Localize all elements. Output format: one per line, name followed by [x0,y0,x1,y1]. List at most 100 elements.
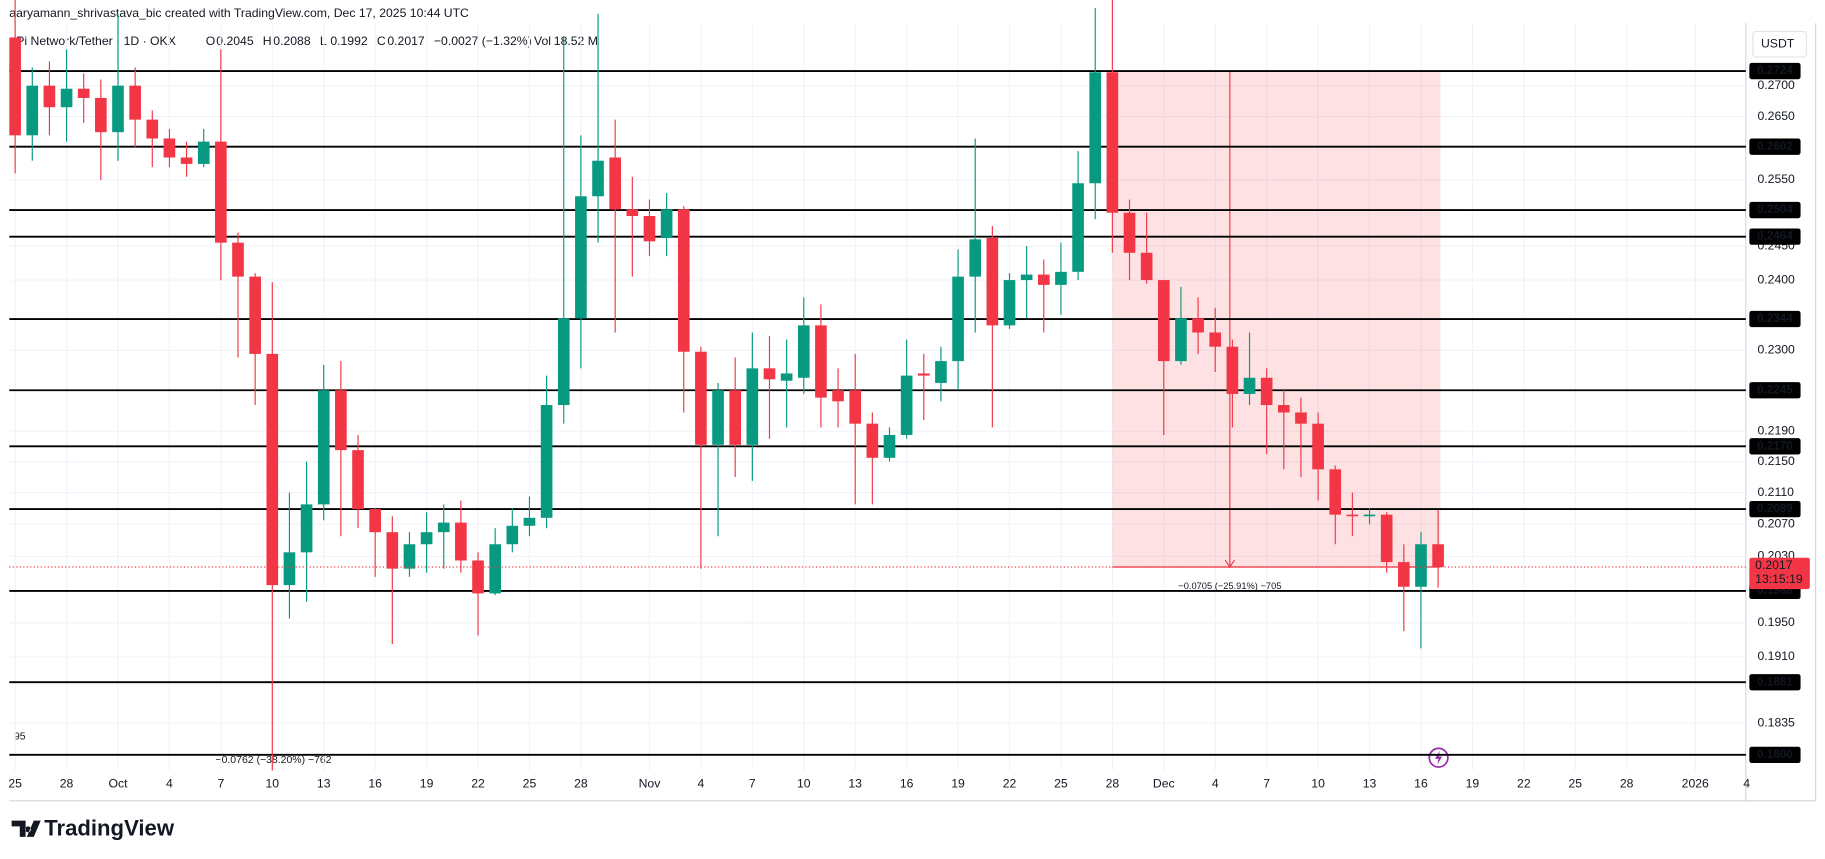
x-tick-label: 10 [797,777,811,791]
volume-key: Vol [534,34,551,48]
candle-body [60,88,73,108]
candle-body [986,237,999,326]
candle-body [1089,72,1102,184]
candle-body [1260,377,1273,406]
candle-body [369,509,381,533]
candle-body [43,85,56,108]
candle-body [557,318,570,406]
candle-body [1415,544,1427,587]
event-icon[interactable] [1428,747,1449,768]
candle-body [540,405,553,518]
x-tick-label: 13 [848,777,862,791]
candle-body [1055,271,1067,285]
candle-body [763,368,776,380]
candle-body [523,517,536,526]
x-tick-label: 28 [1620,777,1634,791]
y-tick-label: 0.2110 [1757,485,1794,499]
candle-body [746,368,759,445]
candle-body [163,138,176,158]
level-label: 0.2602 [1757,140,1793,153]
x-tick-label: 4 [1212,777,1219,791]
credit: aaryamann_shrivastava_bic created with T… [9,6,469,20]
candle-body [1175,318,1187,362]
candle-body [180,157,193,164]
y-tick-label: 0.2400 [1757,272,1795,286]
candle-body [609,157,622,210]
candle-body [489,544,501,594]
note: −0.0762 (−38.20%) −762 [215,755,331,766]
level-badge [1749,138,1801,155]
candle-body [506,525,519,545]
candle-body [712,390,724,445]
candle-body [815,325,827,398]
candle-body [917,373,930,376]
candle-body [1020,274,1033,281]
candle-body [112,85,124,133]
x-tick-label: Nov [639,777,662,791]
candle-body [900,375,913,435]
x-tick-label: 25 [523,777,537,791]
x-tick-label: 4 [1743,777,1750,791]
candle-body [1192,318,1204,333]
logo: TradingView [11,816,175,841]
level-badge [1749,500,1801,518]
candle-body [335,390,347,451]
candle-body [77,88,90,98]
ohlc-value: 0.2088 [273,34,311,48]
currency-button[interactable] [1752,30,1807,58]
x-tick-label: 10 [265,777,279,791]
ohlc-key: H [263,34,272,48]
ohlc-value: 0.2045 [216,34,254,48]
candle-body [95,97,107,133]
level-label: 0.2724 [1757,64,1793,77]
candle-body [1432,544,1444,568]
candle-body [1346,514,1359,517]
candle-body [780,373,793,381]
y-tick-label: 0.2070 [1757,516,1795,530]
candle-body [197,141,210,164]
candle-body [232,242,244,277]
ohlc-value: 0.2017 [387,34,425,48]
x-tick-label: 25 [1568,777,1582,791]
x-tick-label: 4 [166,777,173,791]
level-label: 0.2170 [1757,439,1793,452]
x-tick-label: 28 [60,777,74,791]
x-tick-label: 7 [749,777,756,791]
x-tick-label: 16 [368,777,382,791]
y-tick-label: 0.1910 [1757,649,1795,663]
y-tick-label: 0.1950 [1757,615,1795,629]
last-price-label: 0.2017 [1755,558,1793,572]
candle-body [300,504,313,553]
level-label: 0.2344 [1757,312,1793,325]
candle-body [1140,252,1153,281]
x-tick-label: 4 [698,777,705,791]
x-tick-label: Oct [108,777,128,791]
legend: Pi Network/Tether · 1D · OKX O 0.2045 H 0.2… [16,34,598,48]
candle-body [317,390,330,505]
countdown: 13:15:19 [1755,572,1803,586]
x-tick-label: 7 [1263,777,1270,791]
candle-body [455,522,467,561]
x-tick-label: 13 [1363,777,1377,791]
level-badge [1749,62,1801,80]
x-tick-label: 13 [317,777,331,791]
x-tick-label: 19 [951,777,965,791]
x-tick-label: 25 [1054,777,1068,791]
candle-body [1209,332,1222,347]
candle-body [403,544,416,569]
candle-body [1123,212,1136,253]
candle-body [1226,346,1239,394]
candle-body [935,361,947,383]
x-tick-label: 25 [8,777,22,791]
y-tick-label: 0.2150 [1757,454,1795,468]
measure-label: −0.0705 (−25.91%) −705 [1178,581,1281,591]
candle-body [1106,72,1119,213]
candle-body [1072,183,1084,272]
candle-body [352,450,364,510]
event-icon-bolt [1435,750,1443,765]
candle-body [643,215,656,242]
level-badge [1749,746,1801,764]
candle-body [952,276,964,362]
